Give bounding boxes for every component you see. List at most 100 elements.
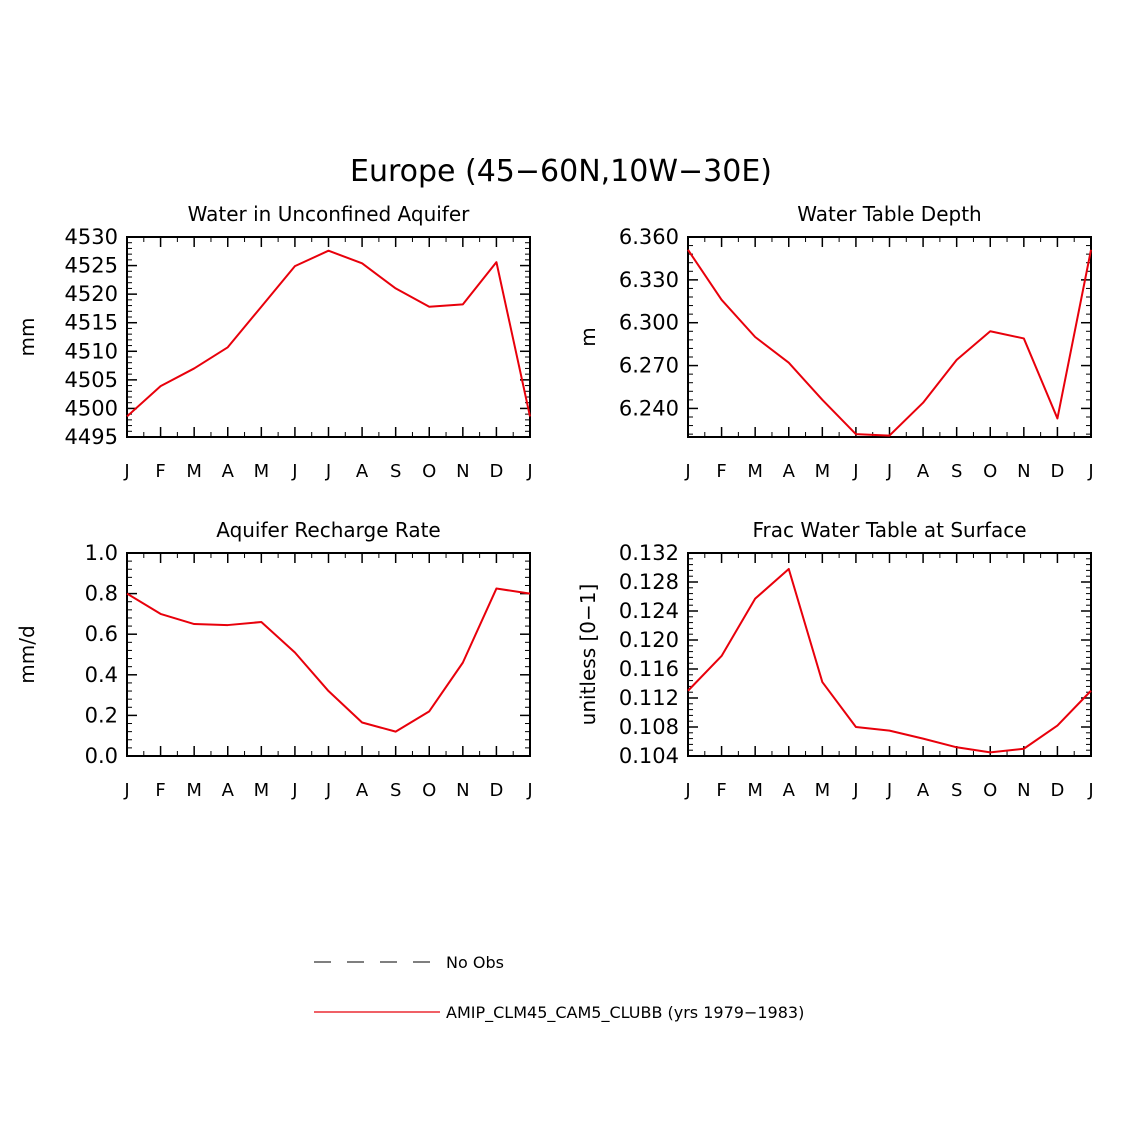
x-tick-label: D [489, 780, 503, 801]
x-tick-label: J [684, 461, 690, 482]
panel-title: Frac Water Table at Surface [752, 518, 1026, 542]
x-tick-label: J [1087, 780, 1093, 801]
x-tick-label: S [390, 461, 401, 482]
x-tick-label: J [325, 461, 331, 482]
y-tick-label: 4500 [65, 396, 118, 420]
x-tick-label: M [186, 780, 202, 801]
x-tick-label: J [526, 461, 532, 482]
y-tick-label: 0.6 [85, 622, 118, 646]
x-tick-label: J [1087, 461, 1093, 482]
x-tick-label: A [356, 780, 369, 801]
x-tick-label: J [123, 780, 129, 801]
x-tick-label: J [886, 780, 892, 801]
figure-title: Europe (45−60N,10W−30E) [350, 154, 772, 189]
y-tick-label: 0.0 [85, 744, 118, 768]
y-tick-label: 4510 [65, 339, 118, 363]
y-tick-label: 0.120 [619, 628, 679, 652]
x-tick-label: A [222, 780, 235, 801]
y-tick-label: 6.270 [619, 354, 679, 378]
plot-frame [687, 552, 1092, 757]
y-tick-label: 0.116 [619, 657, 679, 681]
x-tick-label: F [716, 461, 726, 482]
x-tick-label: O [983, 780, 997, 801]
x-tick-label: M [815, 780, 831, 801]
y-axis-label: unitless [0−1] [576, 584, 600, 726]
y-tick-label: 0.4 [85, 663, 118, 687]
x-tick-label: J [886, 461, 892, 482]
x-tick-label: J [291, 461, 297, 482]
y-tick-label: 0.128 [619, 570, 679, 594]
x-tick-label: F [155, 461, 165, 482]
y-tick-label: 4525 [65, 254, 118, 278]
y-tick-label: 0.132 [619, 541, 679, 565]
y-tick-label: 4515 [65, 311, 118, 335]
x-tick-label: S [951, 461, 962, 482]
panel-title: Aquifer Recharge Rate [216, 518, 441, 542]
y-tick-label: 1.0 [85, 541, 118, 565]
x-tick-label: J [291, 780, 297, 801]
x-tick-label: D [1050, 780, 1064, 801]
series-line [687, 567, 1092, 754]
x-tick-label: M [254, 461, 270, 482]
x-tick-label: J [684, 780, 690, 801]
chart-panel-1: J F M A M J J A S O N D J449545004505451045154520452… [15, 202, 533, 482]
x-tick-label: N [1017, 780, 1030, 801]
plot-frame [687, 236, 1092, 438]
x-tick-label: M [186, 461, 202, 482]
x-tick-label: A [222, 461, 235, 482]
legend-label: AMIP_CLM45_CAM5_CLUBB (yrs 1979−1983) [446, 1003, 804, 1023]
x-tick-label: F [155, 780, 165, 801]
x-tick-label: J [526, 780, 532, 801]
y-tick-label: 0.124 [619, 599, 679, 623]
y-tick-label: 6.240 [619, 396, 679, 420]
y-tick-label: 6.300 [619, 311, 679, 335]
x-tick-label: N [1017, 461, 1030, 482]
y-axis-label: m [576, 327, 600, 346]
y-tick-label: 4520 [65, 282, 118, 306]
x-tick-label: S [951, 780, 962, 801]
x-tick-label: D [1050, 461, 1064, 482]
plot-frame [126, 236, 531, 438]
x-tick-label: S [390, 780, 401, 801]
series-line [126, 249, 531, 418]
chart-panel-4: J F M A M J J A S O N D J0.1040.1080.1120.1160.1200.… [576, 518, 1094, 801]
x-tick-label: M [747, 780, 763, 801]
y-tick-label: 0.8 [85, 582, 118, 606]
y-tick-label: 0.112 [619, 686, 679, 710]
x-tick-label: O [422, 780, 436, 801]
x-tick-label: N [456, 780, 469, 801]
series-line [126, 587, 531, 733]
chart-panels: J F M A M J J A S O N D J449545004505451045154520452… [15, 202, 1094, 801]
x-tick-label: A [356, 461, 369, 482]
panel-title: Water Table Depth [797, 202, 981, 226]
x-tick-label: J [123, 461, 129, 482]
y-tick-label: 4530 [65, 225, 118, 249]
y-axis-label: mm [15, 318, 39, 357]
x-tick-label: J [325, 780, 331, 801]
x-tick-label: D [489, 461, 503, 482]
legend: No Obs AMIP_CLM45_CAM5_CLUBB (yrs 1979−19… [314, 953, 804, 1023]
x-tick-label: A [783, 461, 796, 482]
y-axis-label: mm/d [15, 625, 39, 683]
x-tick-label: O [983, 461, 997, 482]
x-tick-label: M [815, 461, 831, 482]
x-tick-label: A [917, 461, 930, 482]
legend-label: No Obs [446, 953, 504, 972]
y-tick-label: 0.2 [85, 703, 118, 727]
y-tick-label: 4505 [65, 368, 118, 392]
x-tick-label: M [747, 461, 763, 482]
x-tick-label: A [917, 780, 930, 801]
x-tick-label: N [456, 461, 469, 482]
x-tick-label: F [716, 780, 726, 801]
series-line [687, 249, 1092, 437]
y-tick-label: 6.330 [619, 268, 679, 292]
x-tick-label: A [783, 780, 796, 801]
plot-frame [126, 552, 531, 757]
y-tick-label: 4495 [65, 425, 118, 449]
y-tick-label: 0.108 [619, 715, 679, 739]
y-tick-label: 6.360 [619, 225, 679, 249]
panel-title: Water in Unconfined Aquifer [188, 202, 471, 226]
chart-panel-2: J F M A M J J A S O N D J6.2406.2706.3006.3306.360Wa… [576, 202, 1094, 482]
